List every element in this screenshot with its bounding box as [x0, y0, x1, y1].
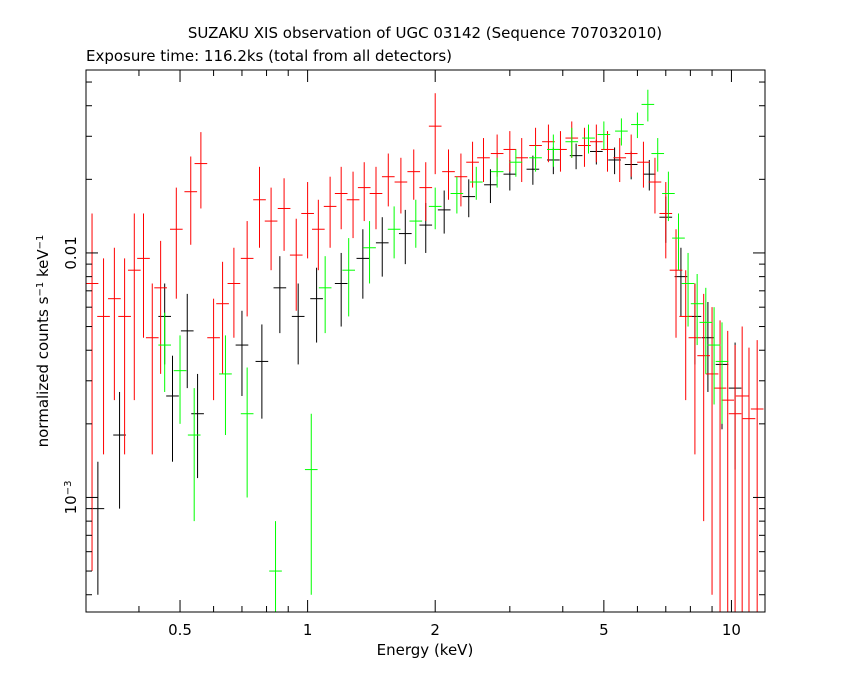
x-tick-label: 1: [303, 621, 313, 639]
series-3: [158, 89, 729, 612]
x-tick-label: 2: [430, 621, 440, 639]
y-axis-label-exp2: −1: [35, 235, 46, 250]
y-axis-label-exp1: −1: [35, 282, 46, 297]
y-axis-label-middle: keV: [34, 249, 52, 282]
x-tick-label: 10: [722, 621, 741, 639]
plot-frame: [85, 69, 766, 613]
y-tick-label-base: 10: [62, 495, 80, 514]
y-axis-label: normalized counts s−1 keV−1: [34, 235, 52, 448]
y-axis-label-prefix: normalized counts s: [34, 296, 52, 447]
series-1: [91, 139, 742, 595]
x-tick-label: 5: [599, 621, 609, 639]
chart-title: SUZAKU XIS observation of UGC 03142 (Seq…: [188, 24, 662, 42]
y-tick-label-exp: −3: [63, 481, 74, 496]
x-axis-label: Energy (keV): [377, 641, 474, 659]
x-tick-label: 0.5: [168, 621, 192, 639]
tick-marks: [85, 70, 765, 612]
y-tick-label: 10−3: [62, 481, 80, 515]
chart-subtitle: Exposure time: 116.2ks (total from all d…: [86, 47, 452, 65]
y-tick-label: 0.01: [62, 236, 80, 269]
data-layer: [86, 89, 764, 612]
